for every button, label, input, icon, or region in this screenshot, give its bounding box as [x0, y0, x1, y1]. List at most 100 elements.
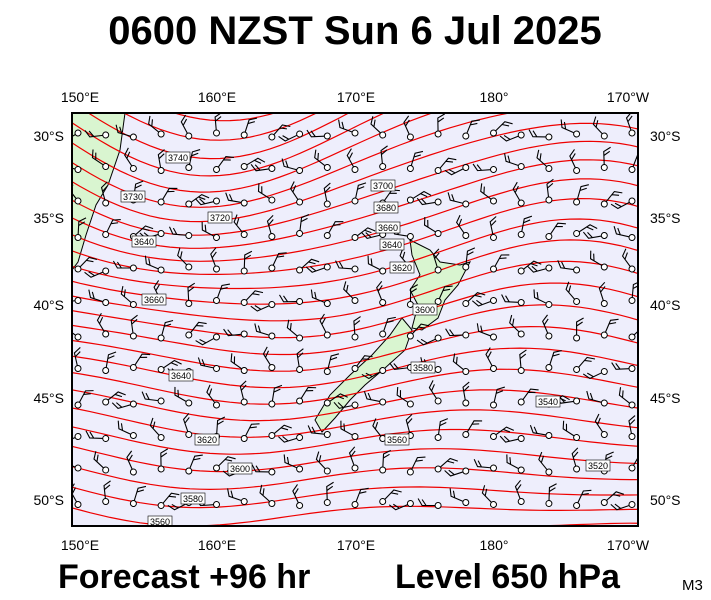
- barb-staff: [489, 216, 497, 235]
- wind-barb: [379, 449, 391, 474]
- wind-barb: [396, 386, 414, 408]
- barb-staff: [546, 178, 554, 198]
- barb-staff: [493, 386, 505, 403]
- wind-barb: [310, 289, 331, 307]
- barb-staff: [319, 313, 327, 333]
- barb-staff: [340, 420, 353, 436]
- barb-staff: [631, 280, 638, 298]
- barb-station: [490, 129, 497, 137]
- barb-staff: [528, 129, 546, 138]
- barb-station: [129, 432, 137, 439]
- barb-staff: [271, 384, 283, 402]
- barb-staff: [527, 265, 547, 273]
- wind-barb: [74, 390, 94, 409]
- barb-staff: [592, 116, 603, 135]
- barb-station: [573, 397, 581, 405]
- barb-staff: [370, 116, 381, 134]
- wind-barb: [129, 353, 151, 371]
- wind-barb: [416, 197, 442, 206]
- barb-station: [157, 465, 165, 473]
- barb-station: [600, 232, 608, 239]
- wind-barb: [613, 226, 636, 241]
- barb-staff: [416, 338, 436, 346]
- barb-staff: [578, 356, 596, 368]
- contour-label-box: [412, 303, 438, 316]
- wind-barb: [174, 386, 193, 407]
- barb-station: [379, 330, 387, 338]
- wind-barb: [560, 119, 581, 138]
- barb-staff: [444, 469, 464, 477]
- barb-staff: [335, 260, 353, 270]
- barb-station: [296, 130, 304, 138]
- contour-line: [72, 347, 638, 389]
- wind-barb: [517, 349, 527, 374]
- barb-staff: [353, 316, 361, 335]
- left-label: 35°S: [33, 210, 64, 226]
- barb-staff: [523, 260, 542, 270]
- barb-station: [102, 498, 110, 505]
- barb-staff: [522, 388, 539, 400]
- barb-station: [102, 466, 110, 474]
- barb-staff: [245, 290, 264, 301]
- right-label: 35°S: [650, 210, 681, 226]
- barb-staff: [130, 314, 138, 334]
- wind-barb: [600, 318, 619, 339]
- barb-staff: [384, 489, 402, 500]
- barb-station: [434, 465, 442, 473]
- wind-barb: [628, 280, 638, 304]
- barb-staff: [472, 163, 491, 172]
- barb-staff: [355, 487, 369, 502]
- barb-station: [517, 435, 525, 442]
- wind-barb: [529, 424, 553, 439]
- wind-barb: [351, 316, 361, 341]
- wind-barb: [296, 348, 304, 373]
- barb-staff: [445, 328, 463, 337]
- barb-staff: [168, 226, 186, 236]
- barb-station: [462, 331, 470, 339]
- barb-staff: [78, 390, 94, 403]
- contour-label: 3640: [134, 237, 154, 247]
- barb-staff: [328, 221, 344, 234]
- title: 0600 NZST Sun 6 Jul 2025: [108, 9, 602, 53]
- barb-staff: [126, 450, 133, 470]
- contour-label: 3540: [538, 397, 558, 407]
- barb-station: [545, 264, 553, 272]
- barb-station: [490, 166, 497, 173]
- wind-barb: [314, 149, 331, 171]
- barb-station: [157, 334, 165, 342]
- barb-staff: [549, 350, 562, 365]
- wind-barb: [501, 294, 525, 306]
- barb-staff: [582, 231, 602, 239]
- wind-barb: [225, 192, 248, 207]
- contour-label-box: [165, 151, 191, 164]
- barb-staff: [449, 488, 464, 502]
- contour-label-box: [147, 515, 173, 526]
- wind-barb: [481, 485, 497, 508]
- wind-barb: [592, 116, 608, 140]
- contour-line: [122, 113, 318, 141]
- wind-barb: [168, 226, 193, 239]
- wind-barb: [346, 148, 359, 173]
- contour-label: 3560: [387, 435, 407, 445]
- barb-staff: [476, 323, 491, 337]
- barb-staff: [290, 181, 299, 200]
- contour-label: 3700: [373, 181, 393, 191]
- wind-barb: [233, 214, 248, 238]
- barb-station: [323, 132, 331, 140]
- wind-barb: [340, 420, 359, 440]
- wind-barb: [351, 487, 369, 508]
- wind-barb: [157, 187, 178, 206]
- axes: 150°E 160°E 170°E 180° 170°W 150°E 160°E 170°E 1…: [33, 89, 680, 553]
- barb-staff: [111, 402, 131, 410]
- wind-barb: [240, 157, 266, 170]
- barb-staff: [380, 145, 388, 164]
- barb-staff: [115, 124, 131, 137]
- wind-barb: [628, 453, 638, 472]
- barb-station: [517, 267, 525, 275]
- barb-staff: [594, 413, 604, 433]
- wind-barb: [489, 216, 497, 241]
- barb-staff: [348, 446, 356, 466]
- barb-staff: [160, 448, 169, 467]
- barb-staff: [485, 347, 493, 367]
- barb-station: [490, 464, 497, 472]
